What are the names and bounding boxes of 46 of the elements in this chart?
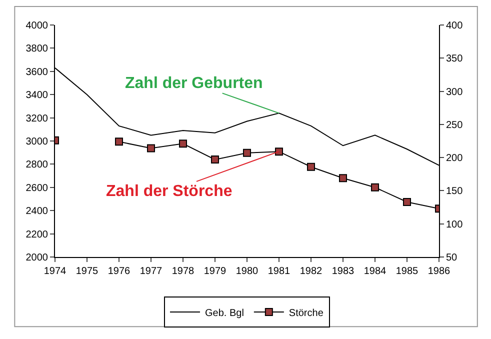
x-tick-label: 1982 <box>300 266 323 277</box>
x-tick-label: 1974 <box>44 266 67 277</box>
y-tick-label: 2800 <box>26 160 48 171</box>
y2-tick-label: 250 <box>446 120 464 131</box>
y-tick-label: 3000 <box>26 136 48 148</box>
x-tick-label: 1977 <box>140 266 163 277</box>
point <box>307 162 315 171</box>
point <box>211 156 219 164</box>
y-tick-label: 4000 <box>26 20 48 32</box>
y2-tick-label: 150 <box>446 186 464 198</box>
x-tick-label: 1981 <box>268 266 291 277</box>
point <box>115 138 123 146</box>
y-tick-label: 3800 <box>26 44 48 55</box>
legend-label: Störche <box>288 308 324 319</box>
point <box>275 148 283 156</box>
y2-tick-label: 300 <box>446 86 464 98</box>
y2-tick-label: 350 <box>446 54 464 65</box>
y2-tick-label: 50 <box>446 252 458 264</box>
point <box>243 148 251 157</box>
x-tick-label: 1976 <box>108 266 131 277</box>
x-tick-label: 1985 <box>396 266 419 277</box>
y2-tick-label: 400 <box>446 20 464 32</box>
y-tick-label: 2600 <box>26 182 48 194</box>
point <box>179 140 187 148</box>
y-tick-label: 3600 <box>26 66 48 78</box>
annotation: Zahl der Störche <box>106 183 232 200</box>
y-tick-label: 3400 <box>26 90 48 102</box>
y2-tick-label: 200 <box>446 153 464 164</box>
x-tick-label: 1983 <box>332 266 355 277</box>
legend-label: Geb. Bgl <box>205 308 244 319</box>
point <box>147 144 155 152</box>
point <box>339 174 347 182</box>
y-tick-label: 2000 <box>26 252 48 264</box>
x-tick-label: 1980 <box>236 266 259 277</box>
x-tick-label: 1978 <box>172 266 195 277</box>
y2-tick-label: 100 <box>446 219 464 230</box>
x-tick-label: 1984 <box>364 266 387 277</box>
x-tick-label: 1975 <box>76 266 99 277</box>
annotation: Zahl der Geburten <box>125 75 263 92</box>
x-tick-label: 1979 <box>204 266 227 277</box>
x-tick-label: 1986 <box>428 266 451 277</box>
y-tick-label: 2200 <box>26 229 48 240</box>
point <box>403 198 411 206</box>
y-tick-label: 2400 <box>26 206 48 218</box>
point <box>371 183 379 192</box>
y-tick-label: 3200 <box>26 113 48 124</box>
